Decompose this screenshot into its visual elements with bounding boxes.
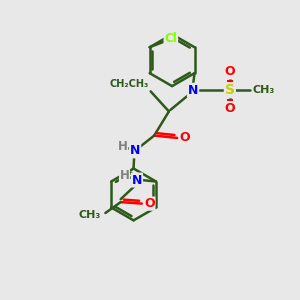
- Text: H: H: [120, 169, 129, 182]
- Text: N: N: [188, 84, 198, 97]
- Text: S: S: [225, 83, 235, 97]
- Text: O: O: [179, 131, 190, 144]
- Text: O: O: [224, 65, 235, 79]
- Text: N: N: [130, 144, 140, 158]
- Text: H: H: [118, 140, 128, 153]
- Text: Cl: Cl: [164, 32, 177, 46]
- Text: CH₂CH₃: CH₂CH₃: [109, 79, 148, 89]
- Text: O: O: [224, 102, 235, 115]
- Text: CH₃: CH₃: [253, 85, 275, 95]
- Text: O: O: [144, 197, 155, 210]
- Text: CH₃: CH₃: [79, 210, 101, 220]
- Text: N: N: [132, 173, 142, 187]
